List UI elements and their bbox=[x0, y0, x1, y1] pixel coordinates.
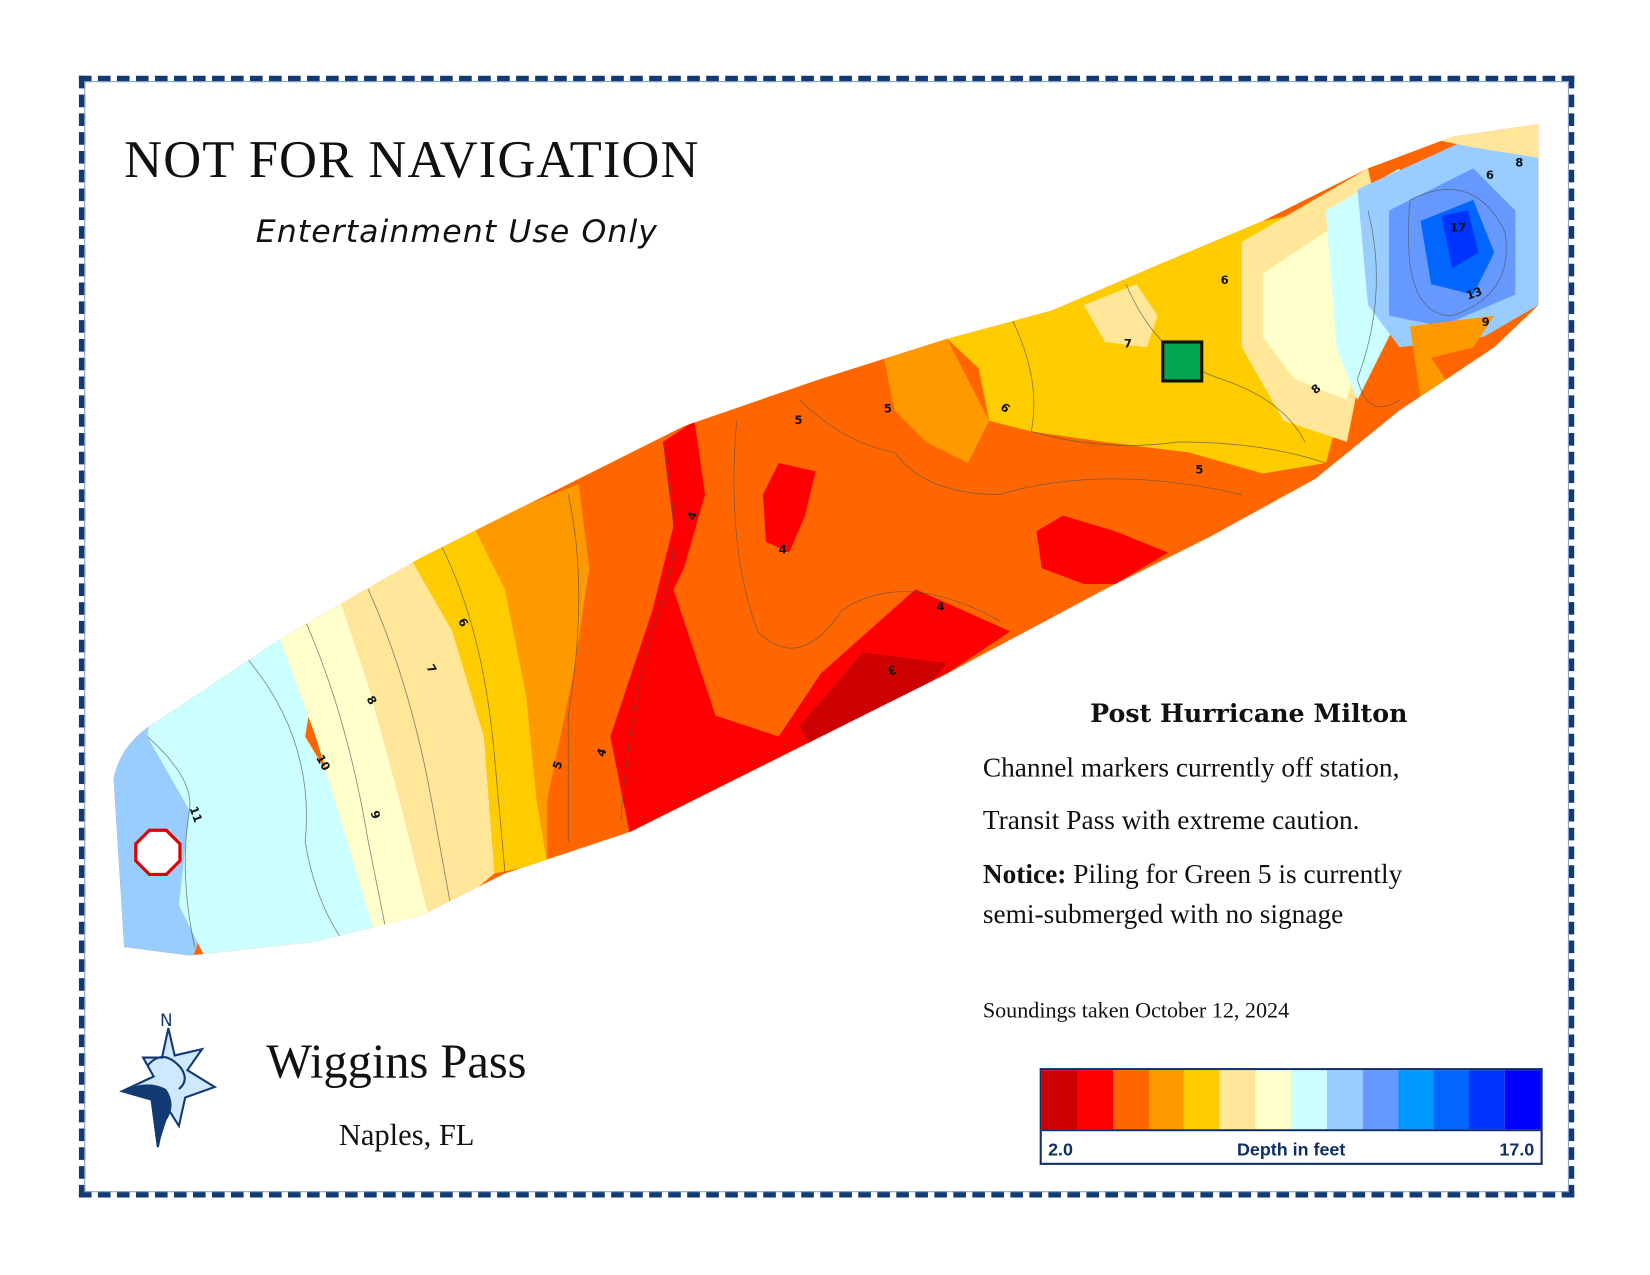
map-frame-border bbox=[78, 75, 1575, 1198]
compass-north-label: N bbox=[160, 1010, 173, 1030]
legend-swatch bbox=[1469, 1070, 1505, 1130]
warning-title: NOT FOR NAVIGATION bbox=[124, 129, 700, 189]
contour-label: 8 bbox=[1515, 155, 1523, 169]
legend-swatch bbox=[1326, 1070, 1363, 1130]
subtitle: Entertainment Use Only bbox=[255, 213, 659, 251]
legend-swatch bbox=[1219, 1070, 1256, 1130]
notice-label: Notice: bbox=[982, 858, 1067, 890]
notes-line-2: Transit Pass with extreme caution. bbox=[982, 805, 1360, 836]
legend-swatch bbox=[1398, 1070, 1434, 1130]
soundings-date: Soundings taken October 12, 2024 bbox=[982, 997, 1290, 1023]
legend-swatch bbox=[1041, 1070, 1078, 1130]
notice-line-2: semi-submerged with no signage bbox=[982, 898, 1344, 930]
legend-swatch bbox=[1362, 1070, 1399, 1130]
contour-label: 11 bbox=[187, 804, 206, 824]
red-channel-marker bbox=[134, 828, 182, 877]
legend-swatch bbox=[1113, 1070, 1149, 1130]
contour-label: 17 bbox=[1450, 221, 1466, 235]
contour-label: 13 bbox=[1464, 284, 1484, 303]
location-name: Wiggins Pass bbox=[266, 1034, 527, 1089]
contour-label: 6 bbox=[1221, 273, 1229, 287]
notice-text: Piling for Green 5 is currently bbox=[1066, 858, 1403, 890]
legend-swatches bbox=[1041, 1070, 1541, 1132]
compass-rose-icon: N bbox=[119, 1010, 218, 1148]
legend-swatch bbox=[1433, 1070, 1470, 1130]
legend-title: Depth in feet bbox=[1236, 1139, 1346, 1160]
green-channel-marker bbox=[1161, 340, 1204, 383]
legend-swatch bbox=[1291, 1070, 1327, 1130]
map-frame-inner-line bbox=[84, 81, 1569, 1193]
notice-line: Notice: Piling for Green 5 is currently bbox=[983, 859, 1402, 891]
legend-swatch bbox=[1077, 1070, 1114, 1130]
depth-fill bbox=[113, 124, 1539, 956]
legend-swatch bbox=[1255, 1070, 1292, 1130]
depth-legend: 2.0 Depth in feet 17.0 bbox=[1039, 1068, 1543, 1165]
contour-lines bbox=[147, 188, 1507, 948]
legend-min-label: 2.0 bbox=[1048, 1139, 1073, 1160]
contour-label: 7 bbox=[1124, 336, 1132, 350]
contour-label: 5 bbox=[1195, 463, 1203, 477]
location-city: Naples, FL bbox=[338, 1118, 475, 1153]
contour-label: 5 bbox=[794, 413, 802, 427]
contour-label: 5 bbox=[884, 402, 892, 416]
contour-label: 6 bbox=[1486, 168, 1494, 182]
legend-max-label: 17.0 bbox=[1499, 1139, 1535, 1160]
legend-swatch bbox=[1504, 1070, 1541, 1130]
notes-title: Post Hurricane Milton bbox=[1090, 697, 1408, 729]
contour-label: 10 bbox=[313, 752, 333, 773]
contour-label: 4 bbox=[779, 543, 787, 557]
notes-line-1: Channel markers currently off station, bbox=[982, 752, 1400, 783]
contour-label: 9 bbox=[1482, 315, 1490, 329]
contour-label: 4 bbox=[937, 599, 945, 613]
legend-swatch bbox=[1184, 1070, 1220, 1130]
legend-swatch bbox=[1148, 1070, 1185, 1130]
